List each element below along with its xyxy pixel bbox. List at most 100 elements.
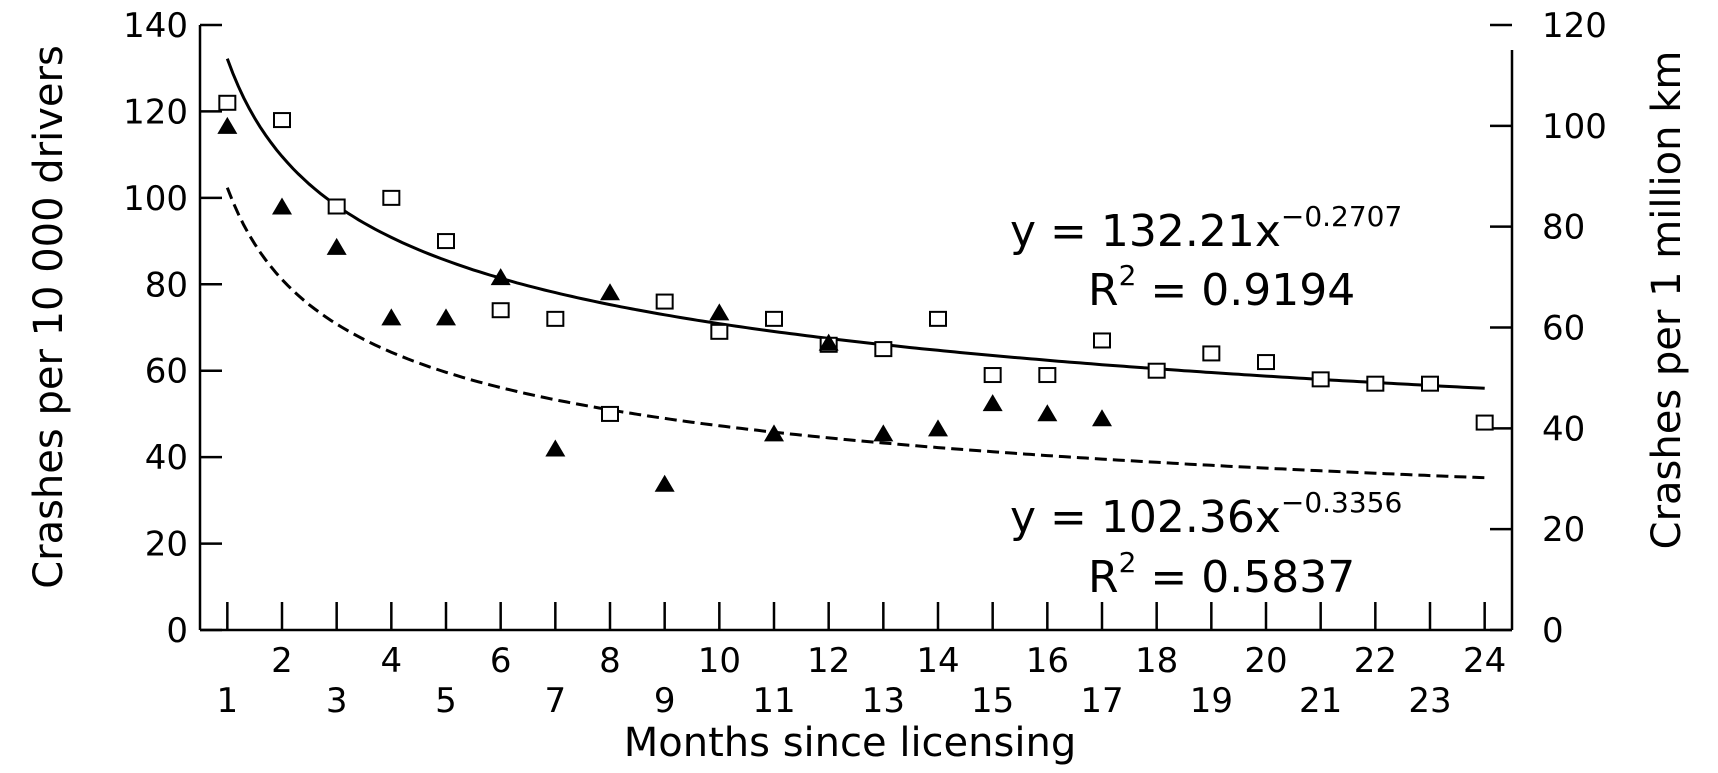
square-point (929, 310, 947, 327)
x-axis-title: Months since licensing (624, 720, 1076, 766)
triangle-point (381, 308, 402, 326)
square-point (218, 94, 237, 111)
x-tick-label: 6 (490, 641, 512, 681)
fit-equation-solid-base: y = 132.21x (1010, 206, 1281, 257)
square-point (601, 405, 619, 422)
y2-tick-label: 0 (1542, 611, 1564, 651)
x-tick-label: 24 (1463, 641, 1506, 681)
y2-tick-label: 120 (1542, 6, 1607, 46)
triangle-point (982, 394, 1003, 412)
y-tick-label: 120 (123, 92, 188, 132)
x-tick-label: 4 (381, 641, 403, 681)
fit-equation-solid: y = 132.21x−0.2707 (1010, 200, 1402, 257)
fit-r2-solid: R2 = 0.9194 (1088, 259, 1355, 316)
triangle-point (217, 116, 238, 134)
triangle-point (545, 439, 566, 457)
x-tick-label: 22 (1354, 641, 1397, 681)
y-tick-label: 140 (123, 6, 188, 46)
triangle-point (928, 419, 948, 437)
triangle-point (764, 424, 784, 442)
x-tick-label: 14 (916, 641, 959, 681)
square-point (655, 293, 674, 310)
y-axis-title: Crashes per 10 000 drivers (26, 45, 72, 589)
square-point (273, 112, 291, 129)
x-tick-label: 11 (752, 681, 795, 721)
triangle-point (1092, 409, 1112, 427)
square-point (1038, 367, 1057, 384)
square-point (382, 189, 401, 206)
fit-equation-dashed-base: y = 102.36x (1010, 492, 1281, 543)
square-point (710, 323, 729, 340)
x-tick-label: 15 (971, 681, 1014, 721)
square-point (1311, 371, 1330, 388)
square-point (327, 198, 346, 215)
y-tick-label: 100 (123, 179, 188, 219)
x-tick-label: 16 (1026, 641, 1069, 681)
y2-tick-label: 40 (1542, 409, 1585, 449)
fit-r2-solid-label: R (1088, 265, 1119, 316)
x-tick-label: 2 (271, 641, 293, 681)
fit-curve-dashed (225, 187, 1485, 480)
x-tick-label: 8 (599, 641, 621, 681)
x-tick-label: 17 (1080, 681, 1123, 721)
triangle-point (709, 303, 730, 321)
fit-r2-dashed: R2 = 0.5837 (1088, 546, 1355, 603)
x-tick-label: 18 (1135, 641, 1178, 681)
square-point (1093, 332, 1111, 349)
x-tick-label: 10 (698, 641, 741, 681)
triangle-point (600, 283, 620, 301)
y-tick-label: 0 (166, 611, 188, 651)
triangle-point (1037, 404, 1058, 422)
x-tick-label: 20 (1244, 641, 1287, 681)
y2-tick-label: 100 (1542, 107, 1607, 147)
fit-r2-dashed-value: = 0.5837 (1136, 552, 1355, 603)
fit-r2-solid-sup: 2 (1119, 259, 1137, 292)
x-tick-label: 12 (807, 641, 850, 681)
fit-r2-solid-value: = 0.9194 (1136, 265, 1355, 316)
triangle-point (490, 268, 511, 286)
fit-curve-solid (225, 58, 1485, 390)
fit-r2-dashed-sup: 2 (1119, 546, 1137, 579)
triangle-point (272, 197, 292, 215)
square-point (983, 367, 1002, 384)
y-tick-label: 40 (145, 438, 188, 478)
data-points (217, 94, 1494, 492)
square-point (1475, 414, 1494, 431)
square-point (1366, 375, 1385, 392)
y-tick-label: 80 (145, 265, 188, 305)
square-point (874, 341, 893, 358)
y2-tick-label: 20 (1542, 510, 1585, 550)
x-tick-label: 13 (862, 681, 905, 721)
fit-curves (225, 58, 1485, 480)
triangle-point (654, 474, 675, 492)
x-tick-label: 23 (1408, 681, 1451, 721)
fit-equation-solid-exponent: −0.2707 (1281, 200, 1402, 233)
fit-equation-dashed: y = 102.36x−0.3356 (1010, 486, 1402, 543)
square-point (1257, 354, 1275, 371)
fit-r2-dashed-label: R (1088, 552, 1119, 603)
triangle-point (873, 424, 894, 442)
square-point (437, 233, 455, 250)
y2-axis-title: Crashes per 1 million km (1644, 51, 1690, 550)
square-point (1421, 375, 1439, 392)
x-tick-label: 7 (545, 681, 567, 721)
y-tick-label: 60 (145, 352, 188, 392)
square-point (765, 310, 783, 327)
x-tick-label: 5 (435, 681, 457, 721)
x-tick-label: 3 (326, 681, 348, 721)
square-point (1202, 345, 1221, 362)
y-tick-label: 20 (145, 525, 188, 565)
triangle-point (326, 237, 347, 255)
fit-equation-dashed-exponent: −0.3356 (1281, 486, 1402, 519)
x-tick-label: 1 (217, 681, 239, 721)
x-tick-label: 9 (654, 681, 676, 721)
square-point (491, 302, 510, 319)
x-tick-label: 19 (1190, 681, 1233, 721)
triangle-point (436, 308, 456, 326)
triangle-point (818, 333, 839, 351)
y2-tick-label: 60 (1542, 309, 1585, 349)
square-point (546, 310, 565, 327)
y2-tick-label: 80 (1542, 208, 1585, 248)
